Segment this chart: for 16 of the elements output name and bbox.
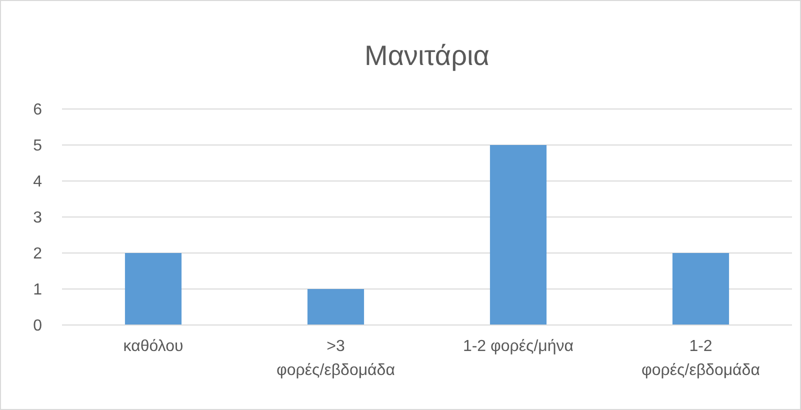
y-tick-label: 6 <box>33 102 42 119</box>
x-tick-label: 1-2 φορές/εβδομάδα <box>642 338 760 379</box>
bar <box>307 289 364 325</box>
bar <box>124 253 182 325</box>
y-tick-label: 2 <box>33 246 42 263</box>
bar <box>672 253 730 325</box>
chart-title: Μανιτάρια <box>364 40 490 71</box>
y-tick-label: 5 <box>33 138 42 155</box>
y-tick-label: 0 <box>33 318 42 335</box>
y-tick-label: 4 <box>33 174 42 191</box>
x-tick-label: 1-2 φορές/μήνα <box>462 338 574 355</box>
y-tick-label: 3 <box>33 210 42 227</box>
y-tick-label: 1 <box>33 282 42 299</box>
x-tick-label: >3 φορές/εβδομάδα <box>276 338 395 379</box>
x-tick-label: καθόλου <box>123 338 184 355</box>
bar <box>490 145 547 325</box>
